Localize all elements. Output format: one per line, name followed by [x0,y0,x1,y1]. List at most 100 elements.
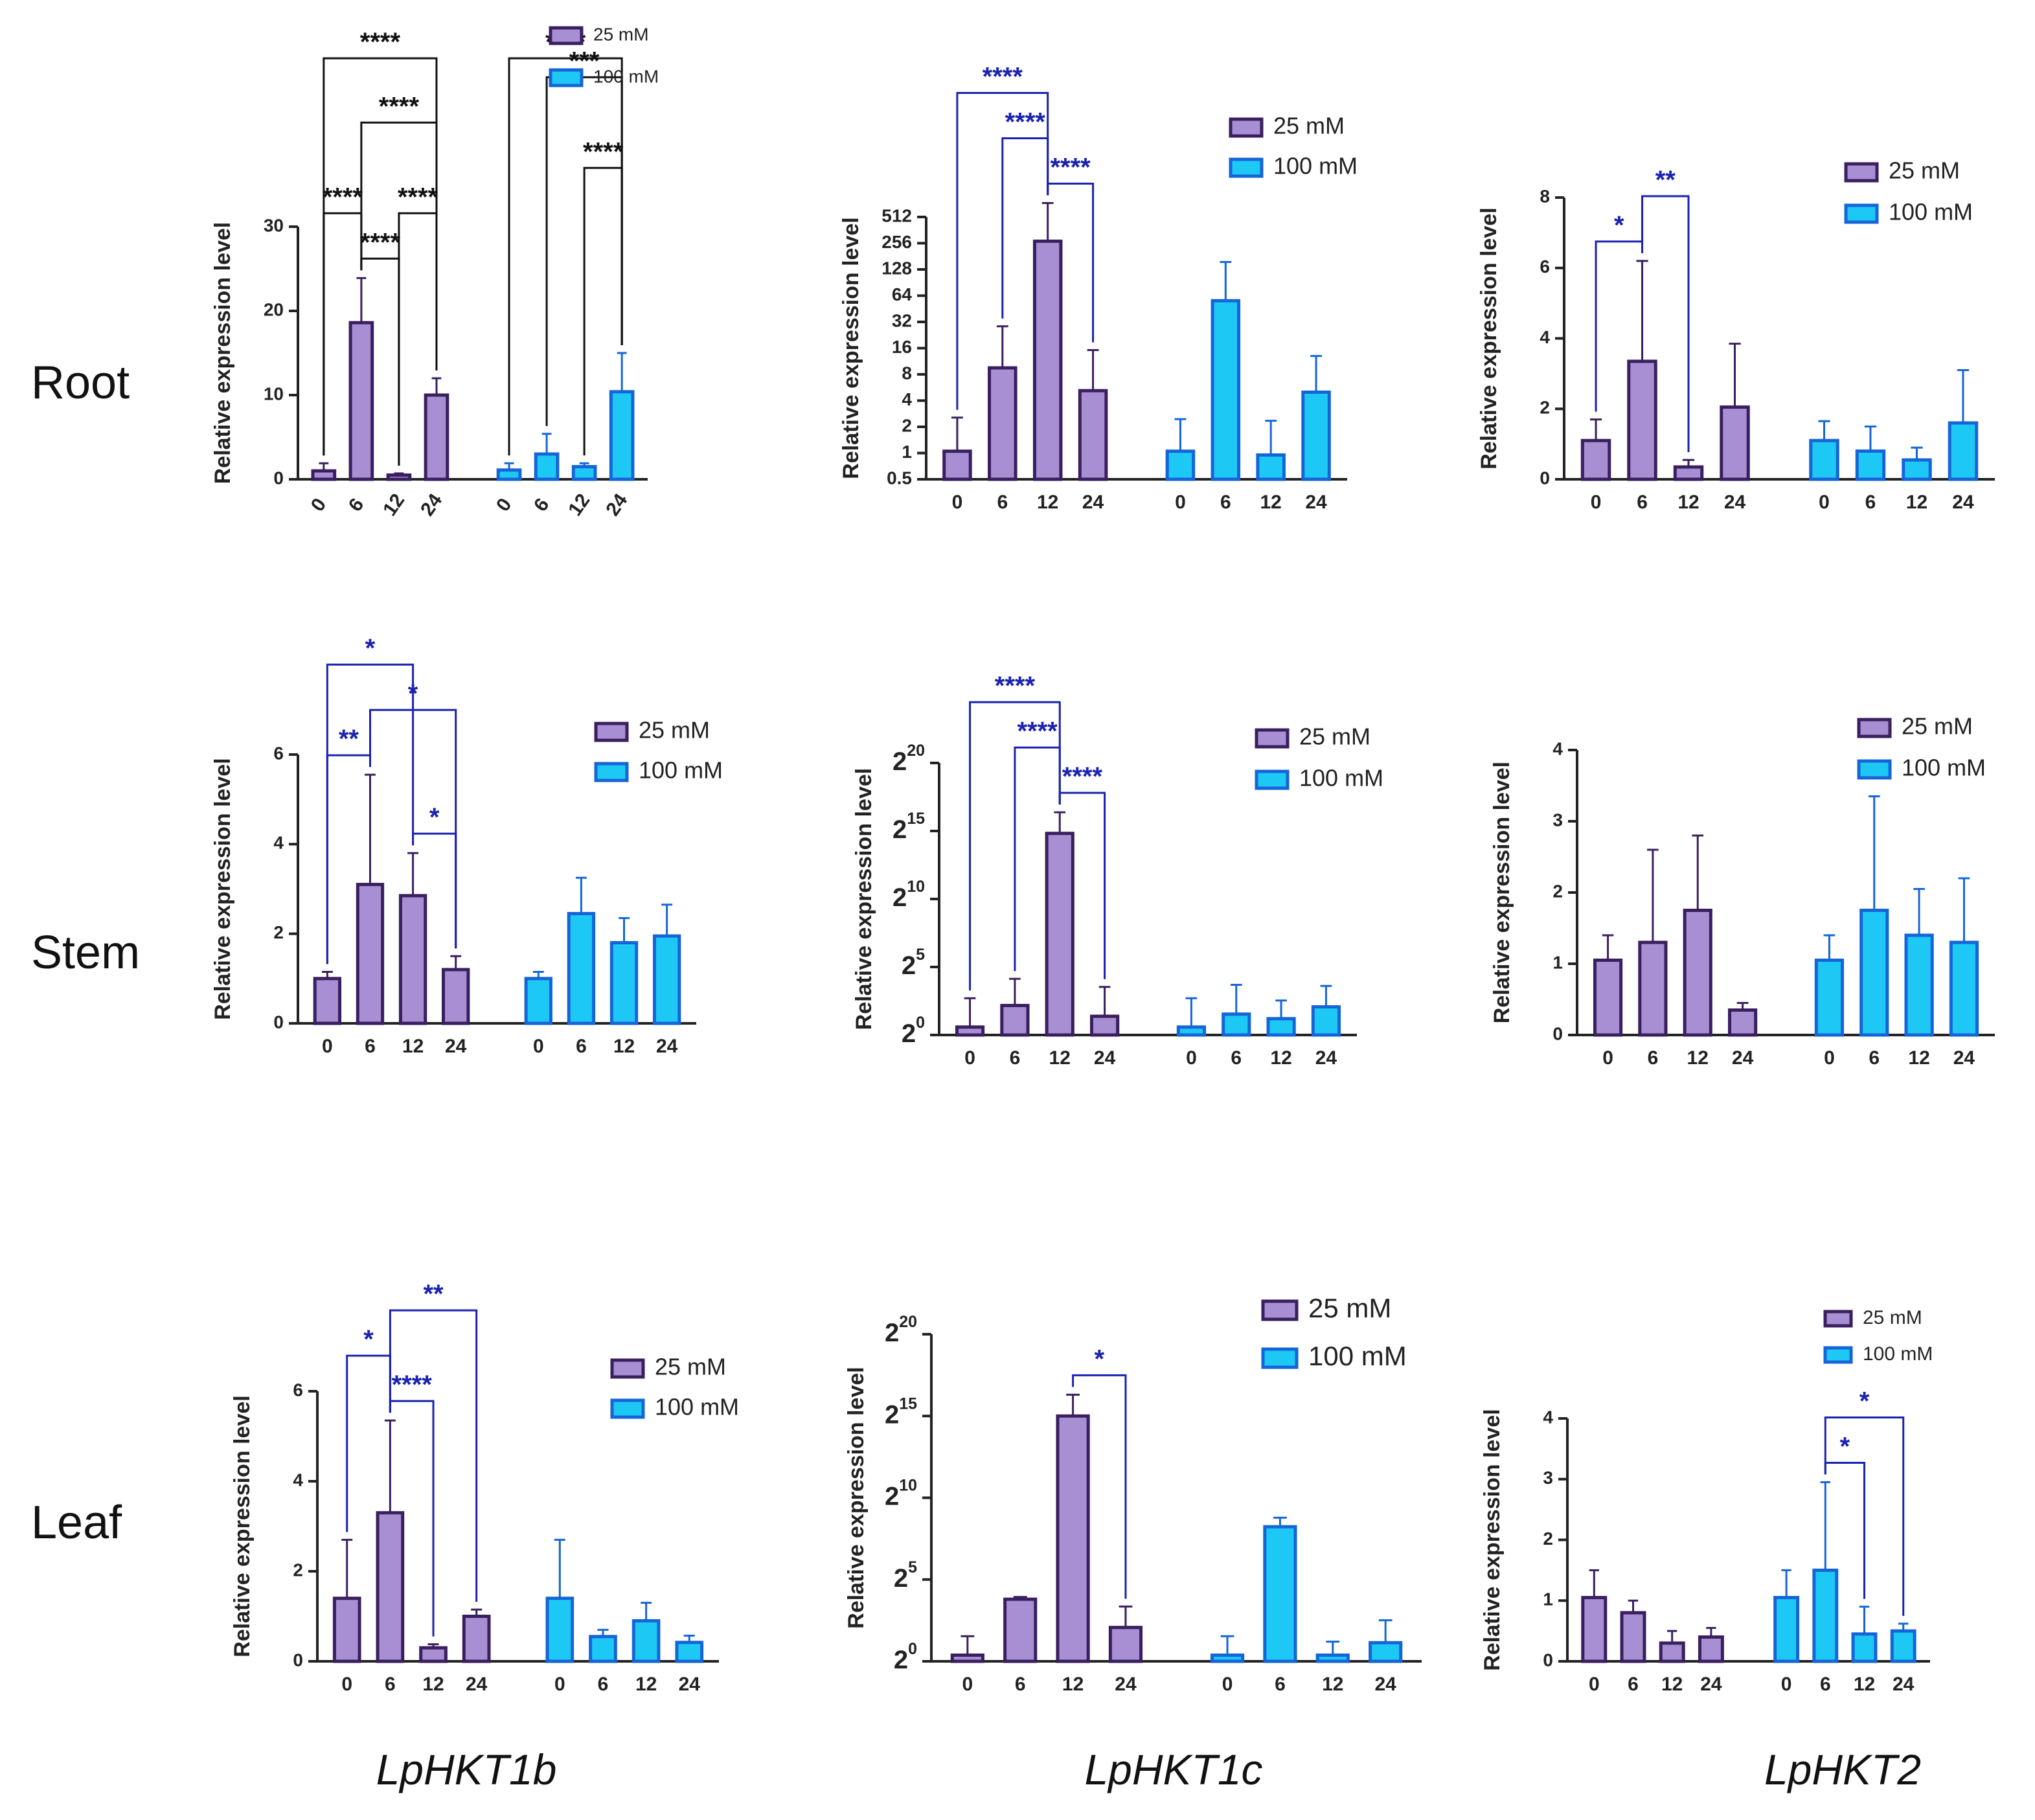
bar-25mm-0 [1581,1596,1608,1663]
y-tick-label: 215 [892,810,925,844]
y-tick-label: 2 [1552,881,1563,901]
x-tick-label: 24 [1094,1047,1116,1069]
x-tick-label: 6 [1628,1674,1639,1695]
bar-25mm-6 [1000,1003,1030,1037]
significance-label: **** [995,672,1036,700]
y-axis-label: Relative expression level [1480,1409,1505,1670]
y-tick-label: 2 [902,415,912,435]
x-tick-label: 0 [307,494,331,516]
bar-100mm-6 [1859,909,1889,1037]
bar-25mm-12 [1659,1641,1685,1663]
bar-25mm-24 [442,968,470,1025]
y-tick-label: 25 [894,1558,917,1592]
bar-25mm-0 [313,977,342,1025]
bar-100mm-6 [1855,449,1886,481]
x-tick-label: 24 [466,1674,488,1695]
bar-25mm-24 [1108,1626,1143,1663]
x-tick-label: 24 [1732,1047,1754,1069]
bar-100mm-12 [631,1619,661,1663]
bar-100mm-12 [609,941,639,1025]
bar-100mm-24 [1311,1005,1341,1037]
gene-label-lphkt1c: LpHKT1c [1084,1746,1262,1793]
bar-100mm-12 [1851,1632,1878,1663]
legend-label: 100 mM [639,757,723,784]
x-tick-label: 12 [379,490,409,519]
significance-label: **** [983,62,1023,91]
x-tick-label: 12 [1270,1047,1291,1069]
x-tick-label: 6 [1220,492,1231,513]
x-tick-label: 24 [445,1036,467,1057]
x-tick-label: 0 [964,1047,975,1069]
legend-swatch [1261,1347,1299,1369]
significance-label: * [429,803,440,832]
x-tick-label: 12 [1049,1047,1071,1069]
bar-25mm-0 [1593,959,1623,1037]
legend-label: 100 mM [1902,755,1986,781]
y-tick-label: 20 [894,1640,917,1674]
bar-100mm-6 [567,912,596,1025]
x-tick-label: 24 [1953,1047,1975,1069]
chart-stem-lphkt1c: 20 25 210 215 220 Relative expression level 0 6… [852,672,1383,1069]
significance-label: **** [379,92,420,120]
x-tick-label: 0 [554,1674,565,1695]
y-tick-label: 6 [293,1380,303,1400]
bar-100mm-0 [1165,449,1196,481]
y-tick-label: 210 [885,1476,917,1510]
y-tick-label: 0 [293,1650,303,1670]
x-tick-label: 12 [422,1674,444,1695]
bar-25mm-12 [1673,465,1704,481]
significance-label: **** [1017,717,1058,745]
legend-swatch [594,762,629,782]
legend-label: 100 mM [1863,1343,1933,1365]
row-label-stem: Stem [31,927,140,979]
bar-25mm-12 [398,894,427,1025]
bar-25mm-6 [376,1511,405,1663]
bar-25mm-12 [1032,239,1063,481]
x-tick-label: 0 [1591,492,1602,513]
x-tick-label: 24 [656,1036,678,1057]
y-tick-label: 4 [1552,738,1563,758]
gene-label-lphkt1b: LpHKT1b [376,1746,557,1793]
bar-100mm-0 [496,468,522,481]
bar-100mm-12 [1904,933,1934,1037]
legend-label: 25 mM [1299,723,1370,750]
y-tick-label: 0.5 [887,468,912,488]
bar-100mm-0 [1773,1596,1800,1663]
bar-25mm-0 [955,1025,985,1037]
significance-label: **** [323,183,363,211]
legend-swatch [1857,718,1892,738]
y-tick-label: 6 [1540,256,1550,277]
x-tick-label: 0 [341,1674,352,1695]
x-tick-label: 6 [1637,492,1648,513]
bar-100mm-12 [1266,1017,1296,1037]
bar-25mm-0 [950,1653,984,1663]
bar-25mm-0 [332,1597,361,1663]
legend-label: 25 mM [1863,1307,1922,1328]
bar-100mm-0 [1176,1025,1207,1037]
legend-swatch [1229,117,1264,138]
chart-leaf-lphkt1c: 20 25 210 215 220 Relative expression level 0 6… [844,1293,1422,1695]
x-tick-label: 24 [1952,492,1974,513]
x-tick-label: 6 [1010,1047,1021,1069]
bar-25mm-6 [1003,1597,1038,1663]
bar-100mm-0 [1210,1653,1245,1663]
legend-label: 100 mM [593,66,659,86]
bar-25mm-24 [1698,1635,1724,1663]
x-tick-label: 24 [602,490,631,520]
y-tick-label: 0 [1540,468,1550,488]
y-axis-label: Relative expression level [839,217,863,479]
legend-label: 25 mM [655,1354,726,1380]
x-tick-label: 12 [1661,1674,1683,1695]
bar-25mm-6 [1627,359,1657,481]
x-tick-label: 0 [962,1674,973,1695]
y-tick-label: 4 [902,389,912,409]
legend-label: 100 mM [655,1394,739,1420]
x-tick-label: 24 [679,1674,701,1695]
legend-label: 25 mM [593,24,649,44]
legend-swatch [1255,728,1290,749]
bar-25mm-0 [311,469,337,481]
x-tick-label: 12 [613,1036,635,1057]
